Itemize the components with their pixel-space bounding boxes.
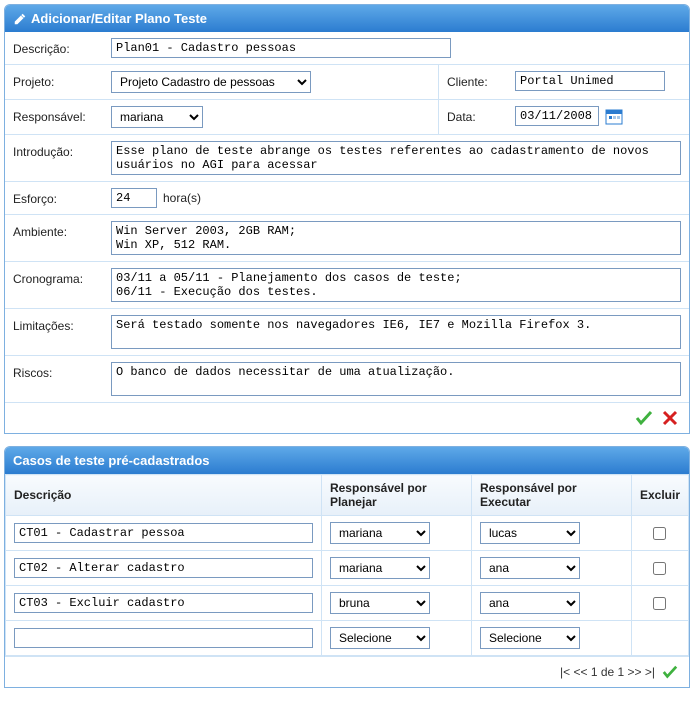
- th-planejar: Responsável por Planejar: [321, 475, 471, 516]
- table-row: mariana ana: [6, 551, 689, 586]
- tc-planejar-select[interactable]: Selecione: [330, 627, 430, 649]
- tc-executar-select[interactable]: lucas: [480, 522, 580, 544]
- panel2-header: Casos de teste pré-cadastrados: [5, 447, 689, 474]
- tc-planejar-select[interactable]: bruna: [330, 592, 430, 614]
- pager-confirm-icon[interactable]: [661, 663, 679, 681]
- tc-executar-select[interactable]: ana: [480, 557, 580, 579]
- label-responsavel: Responsável:: [13, 106, 103, 124]
- responsavel-select[interactable]: mariana: [111, 106, 203, 128]
- label-cliente: Cliente:: [447, 71, 507, 89]
- label-descricao: Descrição:: [13, 38, 103, 56]
- pager-text[interactable]: |< << 1 de 1 >> >|: [560, 665, 655, 679]
- cronograma-textarea[interactable]: [111, 268, 681, 302]
- th-excluir: Excluir: [631, 475, 688, 516]
- horas-label: hora(s): [163, 191, 201, 205]
- label-riscos: Riscos:: [13, 362, 103, 380]
- tc-executar-select[interactable]: ana: [480, 592, 580, 614]
- table-row-new: Selecione Selecione: [6, 621, 689, 656]
- test-cases-panel: Casos de teste pré-cadastrados Descrição…: [4, 446, 690, 688]
- tc-descricao-input[interactable]: [14, 558, 313, 578]
- table-row: bruna ana: [6, 586, 689, 621]
- label-limitacoes: Limitações:: [13, 315, 103, 333]
- data-input[interactable]: [515, 106, 599, 126]
- cancel-icon[interactable]: [661, 409, 679, 427]
- form-actions: [5, 402, 689, 433]
- th-executar: Responsável por Executar: [471, 475, 631, 516]
- tc-planejar-select[interactable]: mariana: [330, 557, 430, 579]
- label-projeto: Projeto:: [13, 71, 103, 89]
- panel-title: Adicionar/Editar Plano Teste: [31, 11, 207, 26]
- label-data: Data:: [447, 106, 507, 124]
- label-ambiente: Ambiente:: [13, 221, 103, 239]
- th-descricao: Descrição: [6, 475, 322, 516]
- calendar-icon[interactable]: [605, 107, 623, 125]
- limitacoes-textarea[interactable]: [111, 315, 681, 349]
- ambiente-textarea[interactable]: [111, 221, 681, 255]
- panel2-title: Casos de teste pré-cadastrados: [13, 453, 210, 468]
- tc-descricao-input[interactable]: [14, 593, 313, 613]
- table-row: mariana lucas: [6, 516, 689, 551]
- riscos-textarea[interactable]: [111, 362, 681, 396]
- edit-icon: [13, 12, 27, 26]
- introducao-textarea[interactable]: [111, 141, 681, 175]
- esforco-input[interactable]: [111, 188, 157, 208]
- tc-planejar-select[interactable]: mariana: [330, 522, 430, 544]
- descricao-input[interactable]: [111, 38, 451, 58]
- tc-excluir-checkbox[interactable]: [653, 597, 666, 610]
- tc-descricao-input[interactable]: [14, 523, 313, 543]
- tc-descricao-input[interactable]: [14, 628, 313, 648]
- panel-body: Descrição: Projeto: Projeto Cadastro de …: [5, 32, 689, 433]
- pager: |< << 1 de 1 >> >|: [5, 656, 689, 687]
- confirm-icon[interactable]: [635, 409, 653, 427]
- test-plan-panel: Adicionar/Editar Plano Teste Descrição: …: [4, 4, 690, 434]
- test-cases-table: Descrição Responsável por Planejar Respo…: [5, 474, 689, 656]
- tc-executar-select[interactable]: Selecione: [480, 627, 580, 649]
- label-esforco: Esforço:: [13, 188, 103, 206]
- panel-header: Adicionar/Editar Plano Teste: [5, 5, 689, 32]
- label-cronograma: Cronograma:: [13, 268, 103, 286]
- cliente-input[interactable]: [515, 71, 665, 91]
- label-introducao: Introdução:: [13, 141, 103, 159]
- tc-excluir-checkbox[interactable]: [653, 527, 666, 540]
- tc-excluir-checkbox[interactable]: [653, 562, 666, 575]
- projeto-select[interactable]: Projeto Cadastro de pessoas: [111, 71, 311, 93]
